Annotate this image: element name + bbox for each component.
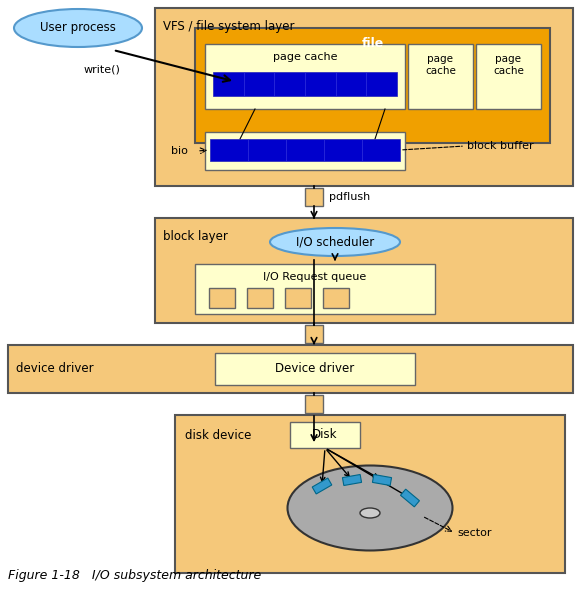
Bar [195,264,435,314]
Bar [205,132,405,170]
Text: Disk: Disk [312,428,338,441]
Bar [195,28,550,143]
FancyBboxPatch shape [401,489,420,507]
Text: disk device: disk device [185,429,251,442]
Text: write(): write() [84,64,121,74]
Text: sector: sector [457,528,492,538]
Bar [8,345,573,393]
Text: bio: bio [171,146,188,156]
Text: User process: User process [40,21,116,35]
FancyBboxPatch shape [373,474,391,486]
Ellipse shape [360,508,380,518]
Text: I/O Request queue: I/O Request queue [263,272,367,282]
Bar [476,44,541,109]
FancyBboxPatch shape [342,474,362,486]
Text: block buffer: block buffer [467,141,534,151]
Bar [209,288,235,308]
Text: device driver: device driver [16,362,94,375]
Text: pdflush: pdflush [329,192,370,202]
Text: VFS / file system layer: VFS / file system layer [163,20,295,33]
Bar [285,288,311,308]
Bar [175,415,565,573]
Text: page
cache: page cache [493,54,524,76]
Bar [215,353,415,385]
Ellipse shape [288,465,452,550]
Bar [155,218,573,323]
Bar [323,288,349,308]
Ellipse shape [14,9,142,47]
FancyBboxPatch shape [312,478,332,494]
Bar [305,325,323,343]
Text: page cache: page cache [272,52,338,62]
Bar [305,188,323,206]
Text: Device driver: Device driver [275,362,355,375]
Ellipse shape [270,228,400,256]
Text: block layer: block layer [163,230,228,243]
Bar [210,139,400,161]
Text: file: file [362,37,384,50]
Text: page
cache: page cache [425,54,456,76]
Text: I/O scheduler: I/O scheduler [296,236,374,249]
Bar [247,288,273,308]
Bar [213,72,397,96]
Text: Figure 1-18   I/O subsystem architecture: Figure 1-18 I/O subsystem architecture [8,569,261,582]
Bar [205,44,405,109]
Bar [305,395,323,413]
Bar [290,422,360,448]
Bar [408,44,473,109]
Bar [155,8,573,186]
